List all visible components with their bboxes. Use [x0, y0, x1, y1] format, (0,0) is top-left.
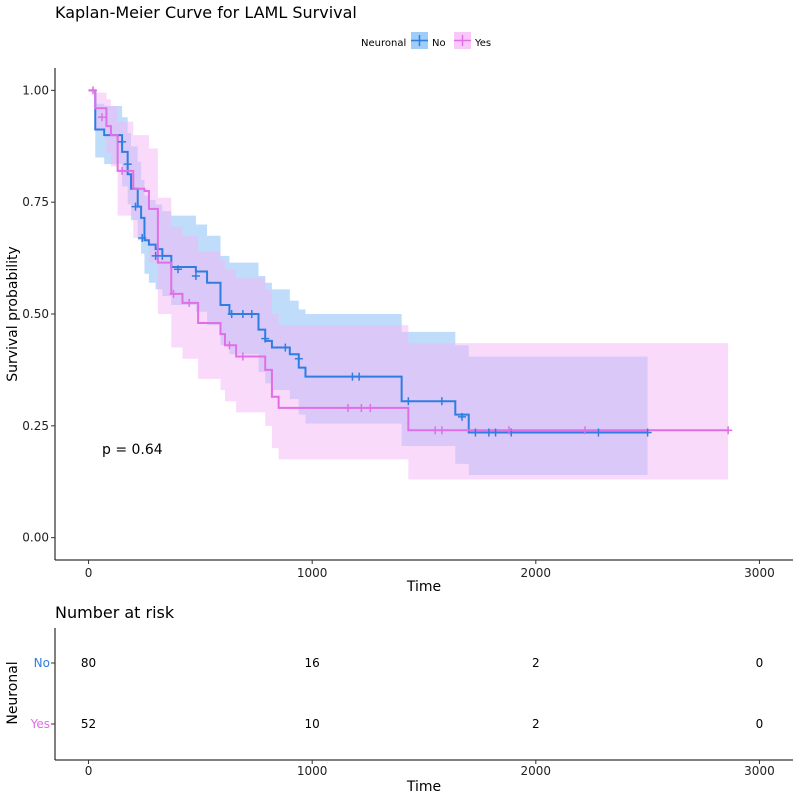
risk-count: 0 [756, 656, 764, 670]
censor-mark-yes [343, 403, 352, 412]
risk-x-axis-ticks: 0 1000 2000 3000 [85, 760, 775, 778]
risk-x-axis-title: Time [406, 779, 441, 795]
x-tick-label: 0 [85, 566, 93, 580]
censor-mark-no [118, 137, 127, 146]
censor-mark-no [158, 251, 167, 260]
legend-item-no: No [411, 32, 446, 49]
censor-marks [89, 86, 733, 437]
censor-mark-no [491, 428, 500, 437]
risk-count: 16 [305, 656, 320, 670]
censor-mark-yes [238, 352, 247, 361]
censor-mark-yes [357, 403, 366, 412]
risk-row-label: Yes [30, 717, 50, 731]
censor-mark-no [138, 233, 147, 242]
censor-mark-yes [225, 341, 234, 350]
legend-item-yes: Yes [454, 32, 491, 49]
censor-mark-no [131, 202, 140, 211]
legend-label-no: No [432, 38, 446, 49]
censor-mark-yes [169, 289, 178, 298]
x-tick-label: 3000 [744, 566, 775, 580]
censor-mark-no [261, 334, 270, 343]
legend-title: Neuronal [361, 38, 406, 49]
censor-mark-no [594, 428, 603, 437]
plot-area: 0 1000 2000 3000 0.000.250.500.751.00 Time … [5, 68, 793, 595]
censor-mark-no [458, 412, 467, 421]
censor-mark-no [437, 397, 446, 406]
risk-table: Number at risk No 80 16 2 0 Yes 52 10 2 0 0 1000 20… [5, 603, 793, 795]
censor-mark-yes [185, 298, 194, 307]
censor-mark-yes [581, 426, 590, 435]
censor-mark-no [247, 310, 256, 318]
censor-mark-no [643, 428, 652, 437]
censor-mark-yes [89, 86, 98, 95]
censor-mark-no [404, 397, 413, 406]
risk-x-tick-label: 0 [85, 764, 93, 778]
censor-mark-no [123, 160, 132, 169]
censor-mark-no [471, 428, 480, 437]
risk-y-axis-title: Neuronal [5, 661, 21, 724]
legend-label-yes: Yes [474, 38, 491, 49]
y-tick-label: 0.50 [22, 307, 49, 321]
y-axis-ticks: 0.00 0.25 0.50 0.75 1.00 [22, 83, 55, 545]
risk-x-tick-label: 1000 [297, 764, 328, 778]
risk-table-title: Number at risk [55, 603, 175, 622]
y-tick-label: 0.00 [22, 531, 49, 545]
risk-x-tick-label: 2000 [521, 764, 552, 778]
y-tick-label: 0.25 [22, 419, 49, 433]
censor-mark-yes [118, 166, 127, 175]
censor-mark-no [151, 251, 160, 260]
censor-mark-no [174, 265, 182, 274]
censor-mark-no [355, 372, 364, 381]
risk-row-no: No 80 16 2 0 [34, 656, 764, 670]
ci-band-yes [88, 90, 729, 480]
censor-mark-no [227, 310, 236, 318]
censor-mark-no [484, 428, 493, 437]
risk-count: 52 [81, 717, 96, 731]
p-value-label: p = 0.64 [102, 442, 163, 458]
y-tick-label: 1.00 [22, 83, 49, 97]
y-tick-label: 0.75 [22, 195, 49, 209]
censor-mark-no [281, 343, 290, 352]
censor-mark-yes [504, 426, 513, 435]
x-axis-title: Time [406, 579, 441, 595]
y-axis-title: Survival probability [5, 246, 21, 382]
risk-x-tick-label: 3000 [744, 764, 775, 778]
survival-line-no [88, 89, 648, 434]
x-tick-label: 1000 [297, 566, 328, 580]
censor-mark-yes [97, 113, 106, 122]
x-tick-label: 2000 [521, 566, 552, 580]
risk-count: 0 [756, 717, 764, 731]
censor-mark-no [348, 372, 357, 381]
risk-count: 2 [532, 656, 540, 670]
legend: Neuronal No Yes [361, 32, 491, 49]
censor-mark-yes [366, 403, 375, 412]
censor-mark-yes [724, 426, 733, 435]
censor-mark-no [238, 310, 247, 318]
risk-count: 2 [532, 717, 540, 731]
censor-mark-yes [431, 426, 440, 435]
chart-title: Kaplan-Meier Curve for LAML Survival [55, 3, 357, 22]
risk-row-label: No [34, 656, 50, 670]
risk-count: 80 [81, 656, 96, 670]
confidence-bands [88, 90, 729, 480]
censor-mark-yes [437, 426, 446, 435]
x-axis-ticks: 0 1000 2000 3000 [85, 560, 775, 580]
censor-mark-no [294, 354, 303, 363]
risk-row-yes: Yes 52 10 2 0 [30, 717, 764, 731]
risk-count: 10 [305, 717, 320, 731]
censor-mark-no [191, 271, 200, 280]
